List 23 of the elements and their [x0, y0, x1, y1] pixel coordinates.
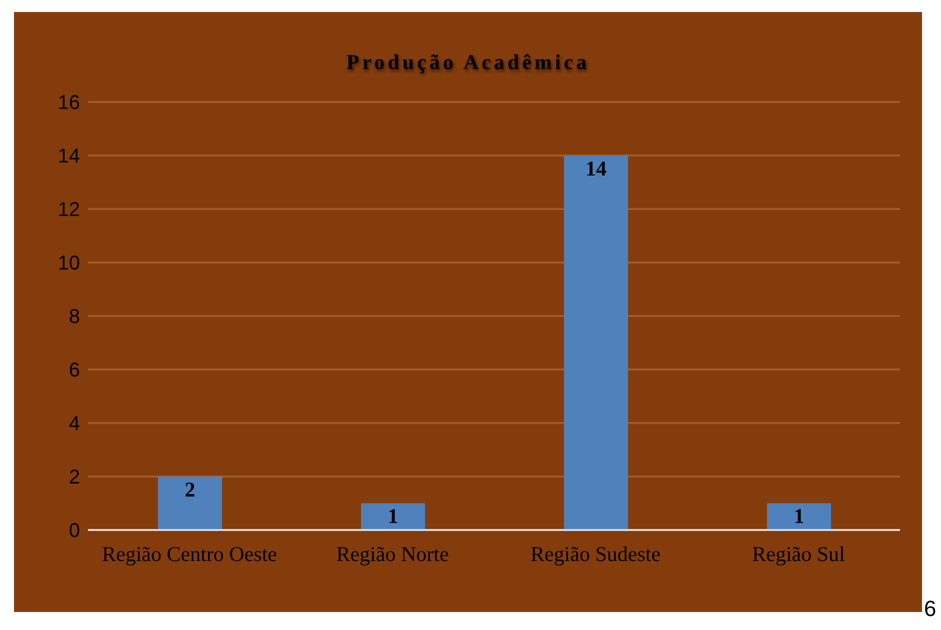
x-tick-label: Região Sul [752, 542, 846, 566]
y-tick-label: 4 [68, 413, 80, 436]
y-tick-label: 16 [58, 92, 80, 114]
y-tick-label: 0 [68, 520, 80, 542]
text: 6 [924, 596, 936, 622]
chart-title: Produção Acadêmica [345, 50, 591, 75]
x-tick-label: Região Sudeste [530, 542, 661, 566]
bar [361, 503, 425, 530]
x-tick-label: Região Norte [336, 542, 449, 566]
data-label: 2 [184, 477, 196, 502]
y-tick-label: 8 [68, 306, 80, 328]
bar [158, 476, 222, 530]
y-tick-label: 14 [58, 146, 80, 168]
bar [564, 156, 628, 530]
bar [767, 503, 831, 530]
y-tick-label: 6 [68, 360, 80, 382]
data-label: 1 [388, 504, 398, 528]
y-tick-label: 10 [58, 252, 80, 275]
data-label: 14 [586, 156, 607, 180]
y-tick-label: 12 [58, 199, 80, 222]
data-label: 1 [794, 504, 804, 528]
x-tick-label: Região Centro Oeste [102, 542, 277, 566]
y-tick-label: 2 [68, 466, 80, 489]
